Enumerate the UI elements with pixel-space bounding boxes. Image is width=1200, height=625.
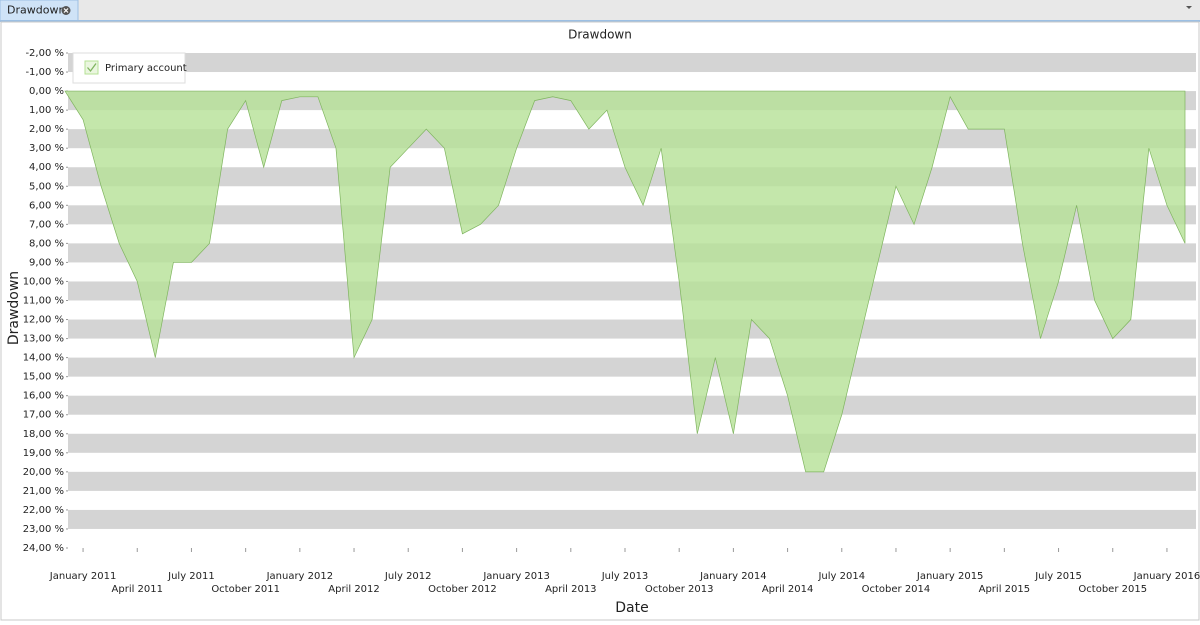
y-tick-label: -2,00 % xyxy=(25,48,64,59)
x-tick-label: April 2014 xyxy=(762,584,813,595)
y-tick-label: 1,00 % xyxy=(29,105,64,116)
area xyxy=(64,90,1186,473)
y-tick-label: 9,00 % xyxy=(29,257,64,268)
tab-title: Drawdown xyxy=(7,4,65,17)
x-tick-label: July 2013 xyxy=(601,571,649,582)
grid-band xyxy=(68,471,1196,491)
x-tick-label: October 2013 xyxy=(645,584,714,595)
legend: Primary account xyxy=(72,52,187,84)
grid-band xyxy=(68,433,1196,453)
plot xyxy=(64,52,1196,552)
x-tick-label: July 2015 xyxy=(1034,571,1082,582)
y-tick-label: 7,00 % xyxy=(29,219,64,230)
y-tick-label: 23,00 % xyxy=(23,524,64,535)
grid-band xyxy=(68,395,1196,415)
y-tick-label: 19,00 % xyxy=(23,448,64,459)
grid-band xyxy=(68,53,1196,73)
x-tick-label: January 2012 xyxy=(266,571,334,582)
x-tick-label: April 2011 xyxy=(112,584,163,595)
x-tick-label: January 2013 xyxy=(482,571,550,582)
x-axis-label: Date xyxy=(615,600,648,616)
y-tick-label: 16,00 % xyxy=(23,391,64,402)
x-tick-label: July 2014 xyxy=(817,571,865,582)
tab-close-x xyxy=(63,8,69,13)
y-tick-label: 13,00 % xyxy=(23,334,64,345)
legend-swatch xyxy=(84,60,99,75)
x-tick-label: January 2011 xyxy=(49,571,117,582)
legend-check xyxy=(87,63,97,73)
chart-title: Drawdown xyxy=(568,28,632,42)
y-tick-label: 17,00 % xyxy=(23,410,64,421)
y-tick-label: 12,00 % xyxy=(23,315,64,326)
legend-label: Primary account xyxy=(105,63,187,74)
x-tick-label: January 2014 xyxy=(699,571,767,582)
grid-band xyxy=(68,281,1196,301)
tab-underline xyxy=(0,20,1200,22)
y-tick-label: 0,00 % xyxy=(29,86,64,97)
y-tick-label: 20,00 % xyxy=(23,467,64,478)
x-tick-label: July 2011 xyxy=(167,571,215,582)
x-tick-label: April 2012 xyxy=(328,584,379,595)
y-tick-label: 24,00 % xyxy=(23,543,64,554)
x-tick-label: January 2015 xyxy=(916,571,984,582)
y-tick-label: 14,00 % xyxy=(23,353,64,364)
y-tick-label: 11,00 % xyxy=(23,296,64,307)
y-tick-label: 15,00 % xyxy=(23,372,64,383)
grid-band xyxy=(68,509,1196,529)
x-tick-label: April 2015 xyxy=(979,584,1030,595)
tab-bar xyxy=(0,0,1200,20)
tab-dropdown[interactable] xyxy=(1186,6,1192,9)
grid-band xyxy=(68,357,1196,377)
x-tick-label: October 2014 xyxy=(862,584,931,595)
x-tick-label: April 2013 xyxy=(545,584,596,595)
x-tick-label: January 2016 xyxy=(1133,571,1200,582)
y-tick-label: 5,00 % xyxy=(29,181,64,192)
x-tick-label: October 2012 xyxy=(428,584,497,595)
y-tick-label: 21,00 % xyxy=(23,486,64,497)
y-tick-label: 6,00 % xyxy=(29,200,64,211)
grid-band xyxy=(68,319,1196,339)
x-tick-label: October 2015 xyxy=(1078,584,1147,595)
y-tick-label: 3,00 % xyxy=(29,143,64,154)
y-tick-label: 18,00 % xyxy=(23,429,64,440)
y-tick-label: 10,00 % xyxy=(23,276,64,287)
y-axis-label: Drawdown xyxy=(6,271,22,345)
y-tick-label: 4,00 % xyxy=(29,162,64,173)
x-tick-label: July 2012 xyxy=(384,571,432,582)
y-tick-label: -1,00 % xyxy=(25,67,64,78)
y-tick-label: 2,00 % xyxy=(29,124,64,135)
y-tick-label: 8,00 % xyxy=(29,238,64,249)
y-tick-label: 22,00 % xyxy=(23,505,64,516)
x-tick-label: October 2011 xyxy=(211,584,280,595)
